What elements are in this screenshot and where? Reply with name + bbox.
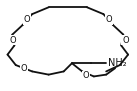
Text: O: O: [23, 15, 30, 24]
Text: O: O: [10, 36, 16, 44]
Text: O: O: [83, 72, 90, 80]
Text: O: O: [122, 36, 129, 44]
Text: O: O: [21, 64, 27, 73]
Text: O: O: [106, 15, 112, 24]
Text: NH₂: NH₂: [108, 58, 126, 68]
